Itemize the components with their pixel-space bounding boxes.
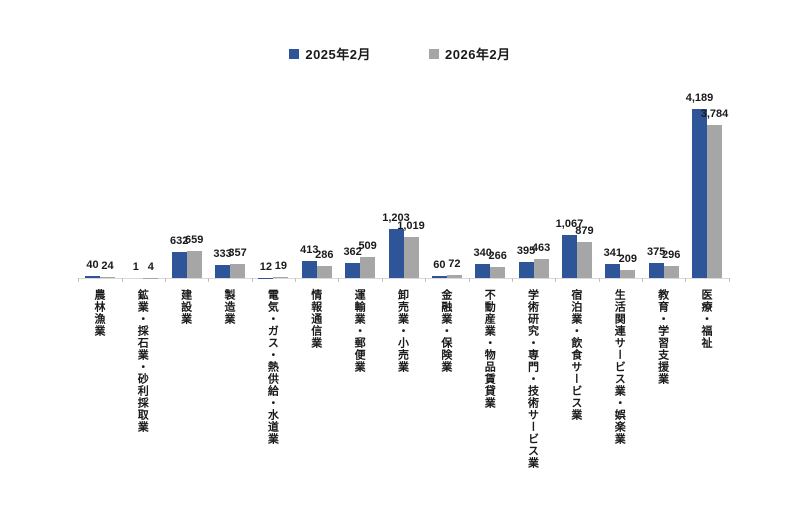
- axis-tick: [511, 278, 513, 282]
- value-label-2026: 357: [228, 246, 247, 259]
- axis-tick: [598, 278, 600, 282]
- legend-swatch-2025: [289, 48, 300, 59]
- category-label: 医療・福祉: [699, 289, 712, 349]
- value-label-2025: 4,189: [685, 91, 714, 104]
- category-label: 情報通信業: [309, 289, 322, 349]
- axis-tick: [381, 278, 383, 282]
- bar-2026: [707, 124, 723, 278]
- category-label: 生活関連サービス業・娯楽業: [613, 289, 626, 445]
- axis-tick: [555, 278, 557, 282]
- legend-label-2025: 2025年2月: [305, 47, 371, 62]
- bar-2025: [345, 263, 361, 278]
- value-label-2025: 12: [259, 260, 273, 273]
- bar-2025: [605, 264, 621, 278]
- bar-2026: [403, 236, 419, 278]
- value-label-2026: 4: [147, 260, 154, 273]
- value-label-2026: 509: [358, 240, 377, 253]
- bar-2026: [576, 242, 592, 278]
- bar-2025: [215, 264, 231, 278]
- value-label-2026: 72: [448, 258, 461, 271]
- axis-tick: [165, 278, 167, 282]
- axis-tick: [208, 278, 210, 282]
- category-label: 建設業: [179, 289, 192, 325]
- bar-2025: [648, 262, 664, 278]
- value-label-2026: 19: [274, 260, 288, 273]
- axis-tick: [295, 278, 297, 282]
- bar-2026: [316, 266, 332, 278]
- bar-2026: [620, 269, 636, 278]
- axis-tick: [78, 278, 80, 282]
- value-label-2025: 362: [343, 246, 362, 259]
- bar-2025: [692, 108, 708, 278]
- category-label: 不動産業・物品賃貸業: [483, 289, 496, 409]
- value-label-2025: 1,067: [555, 217, 584, 230]
- axis-tick: [728, 278, 730, 282]
- category-label: 学術研究・専門・技術サービス業: [526, 289, 539, 469]
- axis-tick: [641, 278, 643, 282]
- value-label-2025: 333: [213, 247, 232, 260]
- category-label: 電気・ガス・熱供給・水道業: [266, 289, 279, 445]
- bar-2025: [388, 229, 404, 278]
- category-label: 卸売業・小売業: [396, 289, 409, 373]
- bar-2025: [561, 234, 577, 278]
- value-label-2026: 659: [185, 234, 204, 247]
- category-label: 金融業・保険業: [439, 289, 452, 373]
- axis-tick: [468, 278, 470, 282]
- value-label-2025: 340: [473, 247, 492, 260]
- legend-item-2026: 2026年2月: [429, 44, 511, 63]
- bar-2026: [99, 277, 115, 278]
- bar-2026: [446, 275, 462, 278]
- legend-label-2026: 2026年2月: [445, 47, 511, 62]
- value-label-2026: 463: [531, 242, 551, 255]
- value-label-2026: 3,784: [700, 107, 729, 120]
- category-label: 教育・学習支援業: [656, 289, 669, 385]
- bar-2026: [273, 277, 289, 278]
- value-label-2025: 60: [433, 258, 446, 271]
- value-label-2026: 266: [488, 250, 507, 263]
- axis-tick: [425, 278, 427, 282]
- category-label: 運輸業・郵便業: [353, 289, 366, 373]
- value-label-2026: 879: [575, 225, 594, 238]
- value-label-2026: 209: [618, 252, 637, 265]
- bar-2026: [230, 263, 246, 278]
- axis-tick: [121, 278, 123, 282]
- bar-2025: [431, 275, 447, 278]
- bar-2025: [518, 262, 534, 278]
- value-label-2026: 296: [661, 249, 681, 262]
- value-label-2026: 286: [315, 249, 334, 262]
- bar-2026: [533, 259, 549, 278]
- chart-legend: 2025年2月 2026年2月: [0, 44, 800, 63]
- category-label: 鉱業・採石業・砂利採取業: [136, 289, 149, 433]
- value-label-2025: 632: [170, 235, 189, 248]
- value-label-2025: 40: [86, 259, 99, 272]
- bar-2025: [84, 276, 100, 278]
- bar-2026: [663, 266, 679, 278]
- value-label-2025: 413: [300, 244, 319, 257]
- bar-2025: [475, 264, 491, 278]
- axis-tick: [685, 278, 687, 282]
- axis-tick: [251, 278, 253, 282]
- bar-2025: [171, 252, 187, 278]
- x-axis-line: [78, 278, 729, 279]
- legend-swatch-2026: [429, 48, 439, 59]
- value-label-2026: 24: [101, 260, 114, 273]
- bar-2026: [360, 257, 376, 278]
- axis-tick: [338, 278, 340, 282]
- bar-2026: [490, 267, 506, 278]
- legend-item-2025: 2025年2月: [289, 44, 371, 63]
- value-label-2025: 1,203: [382, 212, 410, 225]
- value-label-2025: 395: [516, 245, 536, 258]
- value-label-2026: 1,019: [397, 219, 425, 232]
- category-label: 農林漁業: [92, 289, 105, 337]
- value-label-2025: 375: [646, 245, 666, 258]
- bar-2025: [301, 261, 317, 278]
- value-label-2025: 1: [132, 260, 139, 273]
- category-label: 宿泊業・飲食サービス業: [569, 289, 582, 421]
- bar-2026: [186, 251, 202, 278]
- category-label: 製造業: [223, 289, 236, 325]
- value-label-2025: 341: [603, 247, 622, 260]
